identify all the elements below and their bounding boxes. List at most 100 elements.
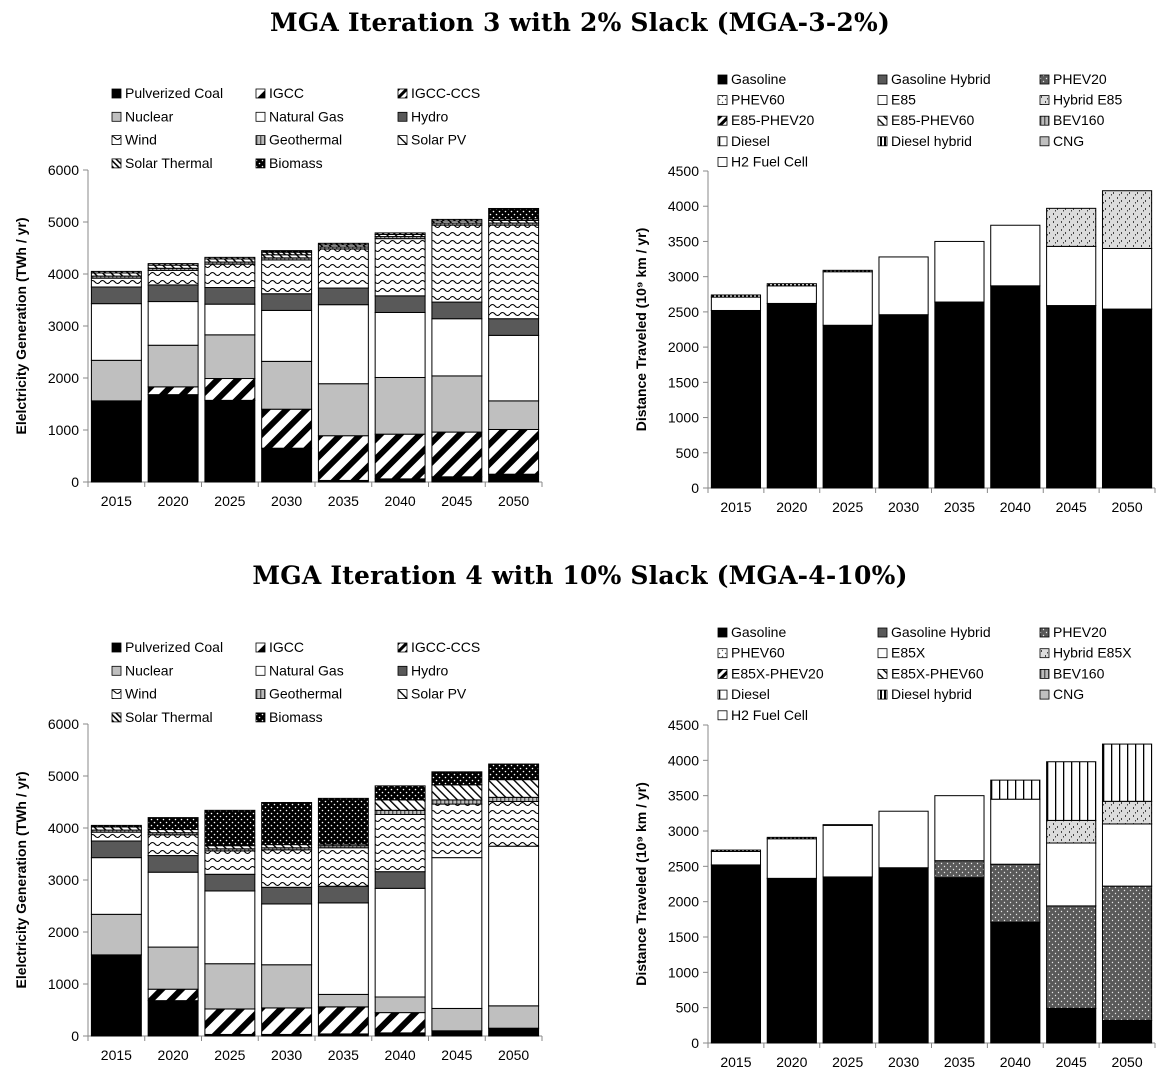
bar-segment-wind-2040 — [374, 813, 426, 873]
section-title-bottom: MGA Iteration 4 with 10% Slack (MGA-4-10… — [252, 561, 908, 590]
legend-item-phev20: PHEV20 — [1039, 624, 1107, 640]
bars — [90, 763, 540, 1037]
x-tick-label: 2040 — [1000, 1054, 1031, 1070]
legend-swatch-gasoline-hybrid — [877, 627, 888, 638]
y-tick-label: 6000 — [48, 162, 79, 178]
y-tick-label: 3500 — [668, 233, 699, 249]
bar-segment-nuclear-2025 — [204, 334, 256, 380]
bar-segment-pulverized-coal-2015 — [90, 400, 142, 483]
bar-segment-solar-thermal-2020 — [147, 263, 199, 266]
legend-item-diesel-hybrid: Diesel hybrid — [877, 133, 972, 149]
legend-label-nuclear: Nuclear — [125, 108, 174, 124]
x-tick-label: 2020 — [158, 1047, 189, 1063]
x-tick-label: 2015 — [101, 493, 132, 509]
legend-label-biomass: Biomass — [269, 709, 323, 725]
legend-item-hydro: Hydro — [397, 108, 449, 124]
legend-item-geothermal: Geothermal — [255, 686, 342, 702]
legend-swatch-gasoline — [717, 74, 728, 85]
legend-label-gasoline: Gasoline — [731, 71, 786, 87]
bar-segment-gasoline-2045 — [1046, 305, 1097, 489]
bar-segment-natural-gas-2030 — [261, 309, 313, 362]
y-tick-label: 500 — [676, 1000, 700, 1016]
bar-segment-natural-gas-2030 — [261, 903, 313, 966]
bar-segment-gasoline-2025 — [822, 324, 873, 489]
legend-label-e85x-phev20: E85X-PHEV20 — [731, 665, 824, 681]
bar-segment-wind-2020 — [147, 834, 199, 857]
legend-swatch-phev20 — [1039, 74, 1050, 85]
y-axis-title: Distance Traveled (10⁹ km / yr) — [633, 782, 649, 986]
x-tick-label: 2040 — [1000, 499, 1031, 515]
legend-swatch-diesel — [717, 136, 728, 147]
legend-label-diesel: Diesel — [731, 686, 770, 702]
legend-item-nuclear: Nuclear — [111, 108, 174, 124]
bar-segment-hydro-2025 — [204, 287, 256, 305]
legend-label-hybrid-e85x: Hybrid E85X — [1053, 645, 1132, 661]
bar-segment-gasoline-2020 — [766, 302, 817, 489]
bar-segment-nuclear-2015 — [90, 359, 142, 402]
x-tick-label: 2035 — [328, 1047, 359, 1063]
x-tick-label: 2015 — [720, 1054, 751, 1070]
legend-swatch-h2-fuel-cell — [717, 157, 728, 167]
x-tick-label: 2035 — [328, 493, 359, 509]
legend-swatch-igcc — [255, 642, 266, 653]
legend-item-igcc-ccs: IGCC-CCS — [397, 85, 480, 101]
legend-label-bev160: BEV160 — [1053, 665, 1105, 681]
y-tick-label: 4000 — [668, 198, 699, 214]
legend-label-hybrid-e85: Hybrid E85 — [1053, 92, 1122, 108]
bar-segment-hybrid-e85-2045 — [1046, 207, 1097, 247]
bar-segment-natural-gas-2020 — [147, 871, 199, 948]
bar-segment-pulverized-coal-2030 — [261, 447, 313, 483]
bar-segment-hydro-2040 — [374, 871, 426, 889]
bar-segment-diesel-hybrid-2015 — [710, 849, 762, 852]
y-tick-label: 2000 — [48, 924, 79, 940]
legend: Gasoline Gasoline Hybrid PHEV20 PHEV60 E85 Hy… — [717, 71, 1122, 169]
bar-segment-natural-gas-2040 — [374, 311, 426, 378]
x-tick-label: 2045 — [1056, 499, 1087, 515]
bar-segment-gasoline-2050 — [1101, 1019, 1153, 1044]
legend-swatch-diesel-hybrid — [877, 136, 888, 147]
bar-segment-hydro-2030 — [261, 293, 313, 311]
legend-item-geothermal: Geothermal — [255, 132, 342, 148]
legend-swatch-biomass — [255, 158, 266, 169]
bar-segment-igcc-2040 — [374, 1012, 426, 1034]
bar-segment-natural-gas-2025 — [204, 303, 256, 336]
bar-segment-hybrid-e85x-2050 — [1101, 800, 1153, 825]
legend-label-diesel: Diesel — [731, 133, 770, 149]
legend-swatch-bev160 — [1039, 115, 1050, 126]
bar-segment-solar-thermal-2045 — [431, 218, 483, 222]
y-tick-label: 4000 — [48, 820, 79, 836]
bar-segment-e85-2035 — [934, 240, 985, 303]
legend-item-igcc: IGCC — [255, 85, 304, 101]
bar-segment-geothermal-2040 — [374, 809, 426, 815]
y-tick-label: 4500 — [668, 163, 699, 179]
bar-segment-natural-gas-2015 — [90, 303, 142, 361]
bar-segment-pulverized-coal-2020 — [147, 1000, 199, 1037]
bar-segment-gasoline-2020 — [766, 877, 817, 1044]
legend-item-gasoline-hybrid: Gasoline Hybrid — [877, 71, 991, 87]
legend-swatch-diesel-hybrid — [877, 689, 888, 700]
legend-item-bev160: BEV160 — [1039, 665, 1105, 681]
bar-segment-igcc-2045 — [431, 431, 483, 478]
bar-segment-biomass-2030 — [261, 250, 313, 253]
legend-label-geothermal: Geothermal — [269, 686, 342, 702]
y-axis-title: Elelctricity Generation (TWh / yr) — [13, 217, 29, 434]
legend-swatch-solar-thermal — [111, 712, 122, 723]
bar-segment-gasoline-2025 — [822, 876, 873, 1044]
legend-label-h2-fuel-cell: H2 Fuel Cell — [731, 707, 808, 723]
bar-segment-nuclear-2015 — [90, 913, 142, 956]
bar-segment-diesel-2050 — [1101, 743, 1153, 802]
legend-swatch-pulverized-coal — [111, 642, 122, 653]
bar-segment-e85x-2030 — [878, 810, 929, 869]
legend-item-natural-gas: Natural Gas — [255, 662, 344, 678]
legend-swatch-diesel — [717, 689, 728, 700]
bar-segment-geothermal-2045 — [431, 799, 483, 805]
legend-label-pulverized-coal: Pulverized Coal — [125, 85, 223, 101]
legend-label-cng: CNG — [1053, 133, 1084, 149]
bar-segment-biomass-2045 — [431, 771, 483, 786]
bar-segment-natural-gas-2035 — [317, 304, 369, 385]
bar-segment-pulverized-coal-2050 — [488, 1027, 540, 1037]
legend-swatch-solar-pv — [397, 135, 408, 145]
bar-segment-e85-2025 — [822, 271, 873, 326]
x-tick-label: 2020 — [776, 499, 807, 515]
bar-segment-hydro-2035 — [317, 287, 369, 306]
